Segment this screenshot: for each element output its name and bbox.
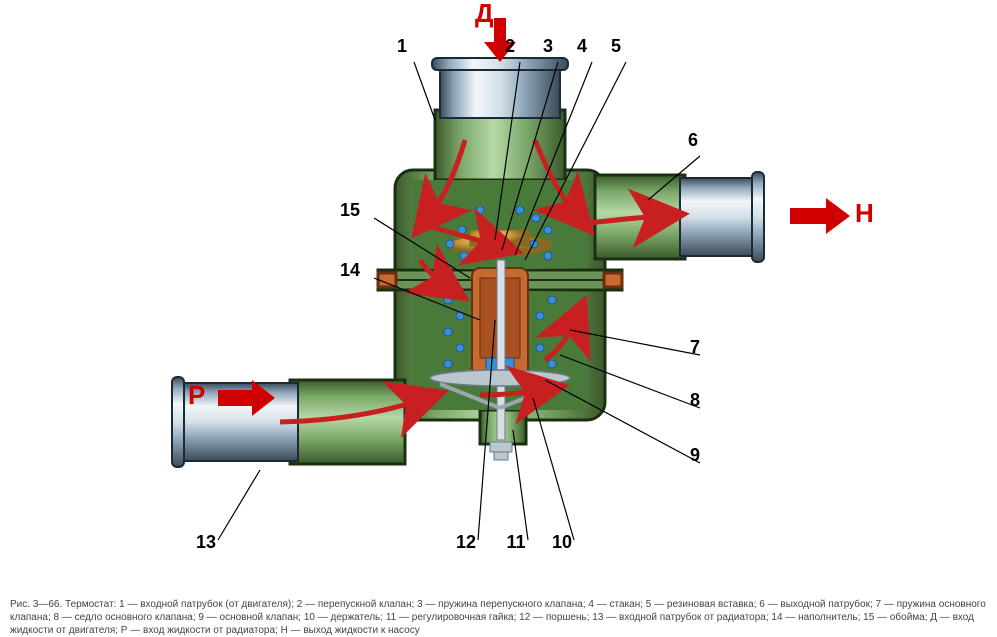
callout-3: 3: [536, 36, 560, 57]
callout-7: 7: [683, 337, 707, 358]
callout-6: 6: [681, 130, 705, 151]
figure-caption: Рис. 3—66. Термостат: 1 — входной патруб…: [10, 598, 987, 637]
callout-4: 4: [570, 36, 594, 57]
callout-11: 11: [504, 532, 528, 553]
callout-13: 13: [194, 532, 218, 553]
callout-2: 2: [498, 36, 522, 57]
callout-9: 9: [683, 445, 707, 466]
thermostat-diagram: 123456789101112131415 Д Н Р: [0, 0, 997, 585]
flow-label-n: Н: [855, 198, 874, 229]
callout-15: 15: [338, 200, 362, 221]
flow-label-p: Р: [188, 380, 205, 411]
callout-8: 8: [683, 390, 707, 411]
callout-12: 12: [454, 532, 478, 553]
callout-14: 14: [338, 260, 362, 281]
callout-10: 10: [550, 532, 574, 553]
flow-label-d: Д: [475, 0, 494, 29]
callout-1: 1: [390, 36, 414, 57]
callout-5: 5: [604, 36, 628, 57]
diagram-svg: [0, 0, 997, 585]
